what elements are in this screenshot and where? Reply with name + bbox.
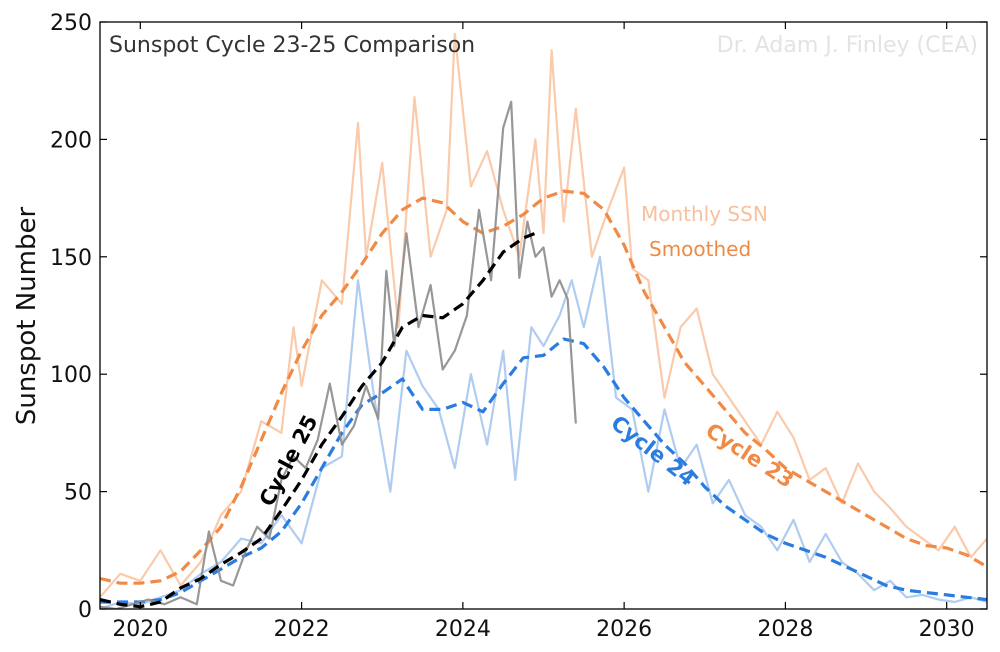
legend-monthly-ssn: Monthly SSN (641, 202, 768, 226)
series-cycle-24-smoothed (100, 337, 987, 604)
series-cycle-25-smoothed (100, 231, 536, 609)
x-tick-label: 2030 (919, 617, 975, 642)
series-layer (100, 32, 987, 609)
y-tick-label: 250 (50, 11, 92, 36)
y-tick-label: 100 (50, 363, 92, 388)
x-tick-label: 2024 (435, 617, 491, 642)
x-tick-label: 2022 (274, 617, 330, 642)
plot-frame (99, 21, 988, 610)
legend-smoothed: Smoothed (649, 237, 751, 261)
series-cycle-24-monthly (100, 255, 987, 609)
x-tick-label: 2028 (757, 617, 813, 642)
y-tick-label: 150 (50, 246, 92, 271)
y-tick-label: 0 (78, 598, 92, 623)
x-tick-label: 2020 (112, 617, 168, 642)
chart-title: Sunspot Cycle 23-25 Comparison (109, 33, 475, 58)
axis-layer: 2020 2022 2024 2026 2028 2030 0 50 100 150 200 250 (50, 11, 987, 642)
y-tick-label: 50 (64, 481, 92, 506)
chart-credit: Dr. Adam J. Finley (CEA) (717, 33, 978, 58)
series-cycle-23-smoothed (100, 189, 987, 585)
x-tick-label: 2026 (596, 617, 652, 642)
series-cycle-25-monthly (100, 100, 577, 609)
series-cycle-23-monthly (100, 32, 987, 599)
y-axis-title: Sunspot Number (12, 207, 42, 426)
y-tick-label: 200 (50, 128, 92, 153)
